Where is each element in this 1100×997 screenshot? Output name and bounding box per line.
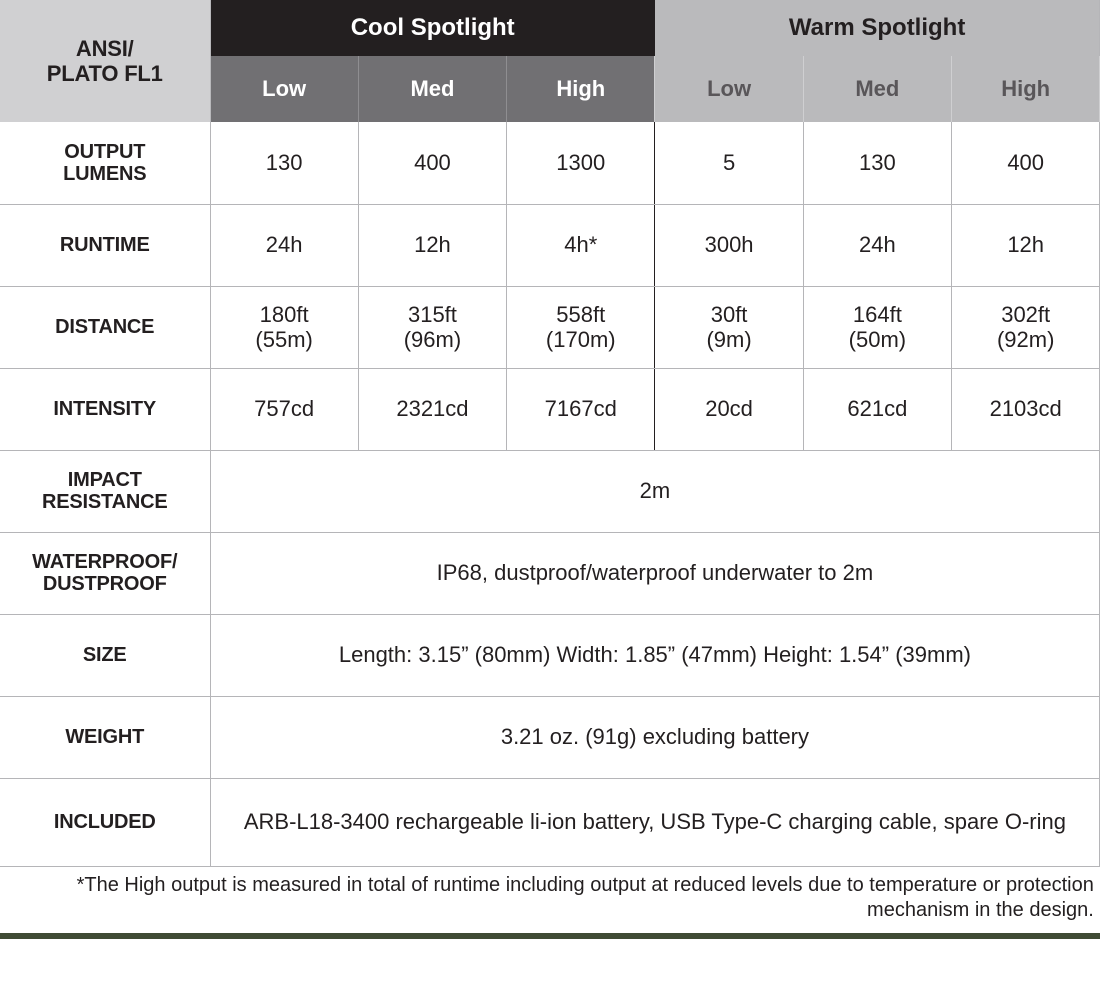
header-group-cool: Cool Spotlight (210, 0, 655, 56)
rowhead-included: INCLUDED (0, 778, 210, 866)
cell: 130 (803, 122, 951, 204)
cell: 2321cd (358, 368, 506, 450)
cell: 24h (210, 204, 358, 286)
cell: 400 (952, 122, 1100, 204)
rowhead-waterproof: WATERPROOF/ DUSTPROOF (0, 532, 210, 614)
row-runtime: RUNTIME 24h 12h 4h* 300h 24h 12h (0, 204, 1100, 286)
rowhead-output-lumens: OUTPUT LUMENS (0, 122, 210, 204)
wide-cell: ARB-L18-3400 rechargeable li-ion battery… (210, 778, 1100, 866)
cell: 315ft (96m) (358, 286, 506, 368)
header-cool-low: Low (210, 56, 358, 122)
rowhead-weight: WEIGHT (0, 696, 210, 778)
row-impact: IMPACT RESISTANCE 2m (0, 450, 1100, 532)
cell: 302ft (92m) (952, 286, 1100, 368)
header-group-warm: Warm Spotlight (655, 0, 1100, 56)
wide-cell: 2m (210, 450, 1100, 532)
rowhead-size: SIZE (0, 614, 210, 696)
row-intensity: INTENSITY 757cd 2321cd 7167cd 20cd 621cd… (0, 368, 1100, 450)
footnote-text: *The High output is measured in total of… (0, 866, 1100, 933)
header-cool-high: High (507, 56, 655, 122)
header-warm-high: High (952, 56, 1100, 122)
bottom-accent-bar (0, 933, 1100, 939)
wide-cell: 3.21 oz. (91g) excluding battery (210, 696, 1100, 778)
corner-line1: ANSI/ (76, 36, 134, 61)
cell: 621cd (803, 368, 951, 450)
cell: 130 (210, 122, 358, 204)
cell: 20cd (655, 368, 803, 450)
cell: 30ft (9m) (655, 286, 803, 368)
corner-line2: PLATO FL1 (47, 61, 163, 86)
wide-cell: Length: 3.15” (80mm) Width: 1.85” (47mm)… (210, 614, 1100, 696)
cell: 7167cd (507, 368, 655, 450)
header-warm-med: Med (803, 56, 951, 122)
cell: 4h* (507, 204, 655, 286)
row-weight: WEIGHT 3.21 oz. (91g) excluding battery (0, 696, 1100, 778)
cell: 558ft (170m) (507, 286, 655, 368)
rowhead-distance: DISTANCE (0, 286, 210, 368)
row-size: SIZE Length: 3.15” (80mm) Width: 1.85” (… (0, 614, 1100, 696)
rowhead-runtime: RUNTIME (0, 204, 210, 286)
cell: 24h (803, 204, 951, 286)
row-distance: DISTANCE 180ft (55m) 315ft (96m) 558ft (… (0, 286, 1100, 368)
row-output-lumens: OUTPUT LUMENS 130 400 1300 5 130 400 (0, 122, 1100, 204)
cell: 180ft (55m) (210, 286, 358, 368)
header-corner: ANSI/ PLATO FL1 (0, 0, 210, 122)
cell: 5 (655, 122, 803, 204)
row-waterproof: WATERPROOF/ DUSTPROOF IP68, dustproof/wa… (0, 532, 1100, 614)
wide-cell: IP68, dustproof/waterproof underwater to… (210, 532, 1100, 614)
header-warm-low: Low (655, 56, 803, 122)
header-cool-med: Med (358, 56, 506, 122)
row-included: INCLUDED ARB-L18-3400 rechargeable li-io… (0, 778, 1100, 866)
spec-table: ANSI/ PLATO FL1 Cool Spotlight Warm Spot… (0, 0, 1100, 933)
cell: 12h (358, 204, 506, 286)
cell: 757cd (210, 368, 358, 450)
row-footnote: *The High output is measured in total of… (0, 866, 1100, 933)
cell: 12h (952, 204, 1100, 286)
cell: 400 (358, 122, 506, 204)
cell: 164ft (50m) (803, 286, 951, 368)
rowhead-intensity: INTENSITY (0, 368, 210, 450)
cell: 300h (655, 204, 803, 286)
cell: 1300 (507, 122, 655, 204)
cell: 2103cd (952, 368, 1100, 450)
rowhead-impact: IMPACT RESISTANCE (0, 450, 210, 532)
